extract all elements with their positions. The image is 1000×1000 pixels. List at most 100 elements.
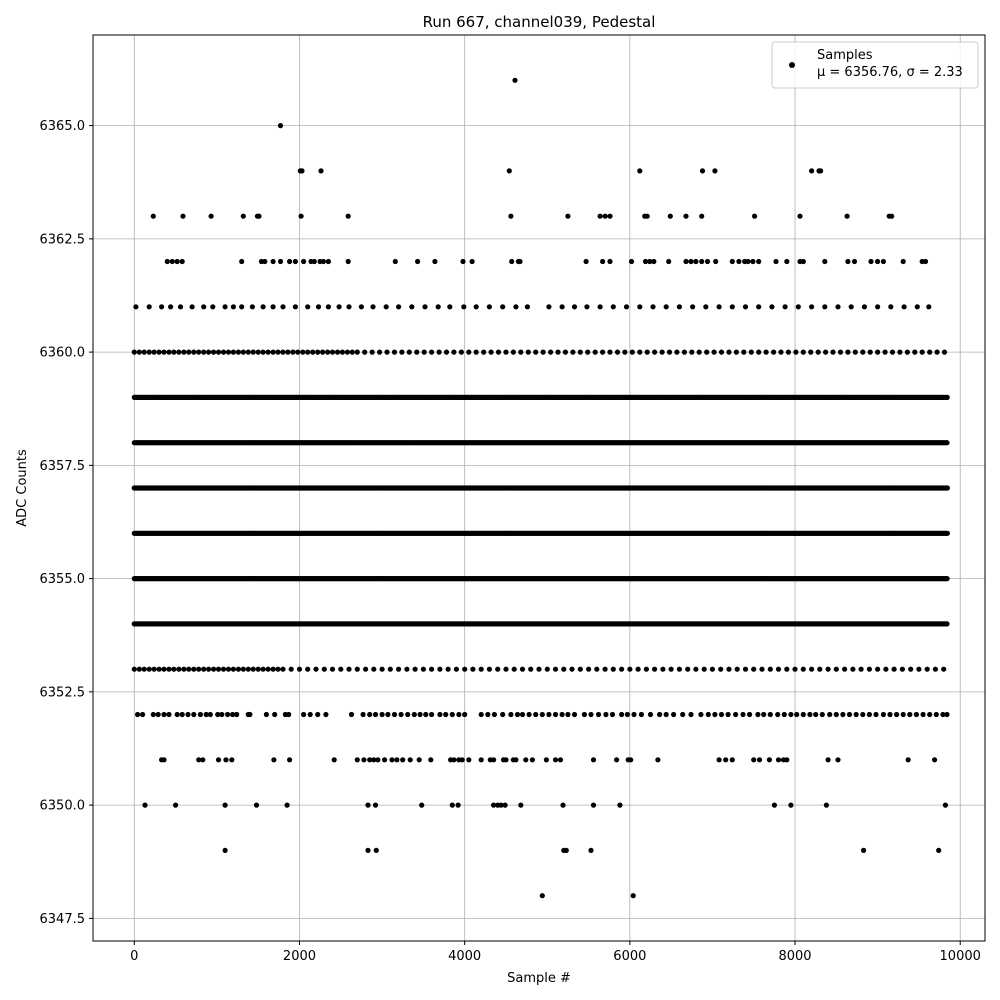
data-point	[627, 666, 633, 672]
data-point	[718, 666, 724, 672]
data-point	[563, 847, 569, 854]
data-point	[481, 349, 487, 355]
data-point	[699, 168, 706, 174]
data-point	[899, 666, 906, 672]
data-point	[651, 258, 657, 265]
data-point	[647, 711, 654, 718]
data-point	[260, 349, 266, 355]
data-point	[365, 847, 371, 854]
data-point	[688, 711, 694, 718]
data-point	[793, 349, 799, 355]
data-point	[767, 711, 773, 718]
data-point	[383, 304, 389, 310]
data-point	[559, 304, 565, 310]
data-point	[647, 258, 653, 265]
data-point	[215, 757, 222, 763]
data-point	[624, 711, 631, 718]
data-point	[548, 349, 554, 355]
data-point	[920, 711, 926, 718]
data-point	[220, 349, 227, 355]
data-point	[514, 711, 521, 718]
data-point	[588, 711, 594, 718]
data-point	[882, 349, 888, 355]
data-point	[926, 304, 932, 310]
data-point	[788, 711, 794, 718]
data-point	[775, 757, 782, 763]
data-point	[565, 213, 571, 219]
data-point	[595, 711, 602, 718]
data-point	[174, 258, 180, 265]
data-point	[683, 258, 689, 265]
data-point	[346, 666, 352, 672]
data-point	[255, 349, 261, 355]
data-point	[491, 802, 497, 808]
data-point	[866, 711, 873, 718]
data-point	[478, 666, 484, 672]
data-point	[726, 666, 732, 672]
data-point	[271, 757, 277, 763]
data-point	[422, 304, 428, 310]
data-point	[287, 757, 293, 763]
data-point	[320, 258, 326, 265]
data-point	[462, 711, 468, 718]
data-point	[875, 258, 881, 265]
data-point	[196, 757, 202, 763]
data-point	[181, 349, 187, 355]
data-point	[600, 349, 606, 355]
data-point	[239, 304, 245, 310]
data-point	[371, 666, 377, 672]
data-point	[230, 711, 236, 718]
data-point	[546, 304, 552, 310]
data-point	[506, 168, 512, 174]
data-point	[546, 711, 552, 718]
data-point	[581, 711, 588, 718]
data-point	[676, 666, 683, 672]
data-point	[329, 666, 336, 672]
data-point	[897, 349, 903, 355]
data-point	[644, 213, 650, 219]
data-point	[660, 666, 666, 672]
data-point	[734, 666, 740, 672]
data-point	[396, 666, 402, 672]
data-point	[164, 258, 170, 265]
data-point	[525, 349, 531, 355]
data-point	[156, 666, 162, 672]
data-point	[210, 304, 216, 310]
data-point	[270, 258, 276, 265]
data-point	[502, 802, 508, 808]
data-point	[508, 213, 514, 219]
data-point	[318, 168, 324, 174]
data-point	[220, 666, 227, 672]
data-point	[239, 258, 245, 265]
data-point	[894, 711, 900, 718]
data-point	[136, 666, 142, 672]
data-point	[701, 666, 707, 672]
data-point	[377, 349, 383, 355]
data-point	[552, 711, 559, 718]
data-point	[206, 666, 212, 672]
data-point	[745, 258, 751, 265]
data-point	[305, 304, 311, 310]
data-point	[823, 349, 829, 355]
data-point	[420, 666, 426, 672]
data-point	[800, 349, 806, 355]
data-point	[861, 304, 868, 310]
data-point	[432, 258, 438, 265]
data-point	[491, 711, 497, 718]
data-point	[528, 666, 534, 672]
data-point	[307, 711, 313, 718]
data-point	[610, 666, 616, 672]
data-point	[200, 757, 206, 763]
data-point	[250, 666, 256, 672]
data-point	[518, 349, 524, 355]
data-point	[614, 349, 621, 355]
data-point	[852, 349, 858, 355]
data-point	[201, 304, 207, 310]
data-point	[748, 349, 754, 355]
data-point	[325, 304, 331, 310]
data-point	[156, 349, 162, 355]
data-point	[222, 304, 228, 310]
data-point	[462, 666, 468, 672]
data-point	[750, 258, 756, 265]
data-point	[417, 711, 423, 718]
